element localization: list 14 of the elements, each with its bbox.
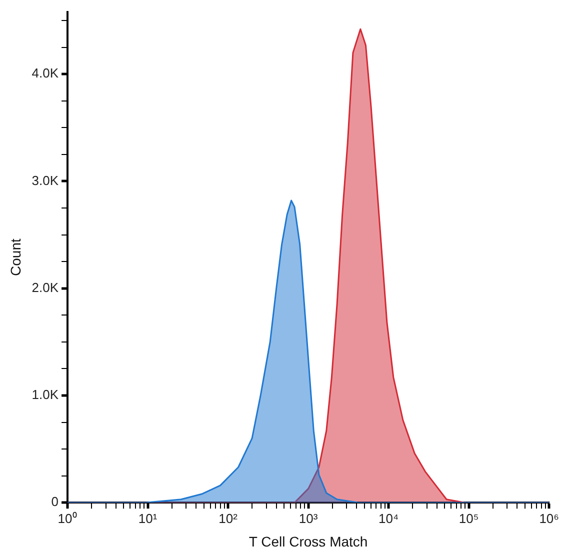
- x-tick-label: 10⁶: [539, 510, 559, 526]
- y-axis-title: Count: [7, 238, 24, 276]
- x-tick-label: 10³: [298, 510, 318, 526]
- x-tick-label: 10¹: [138, 510, 158, 526]
- y-tick-label: 1.0K: [32, 387, 59, 402]
- x-tick-label: 10⁰: [58, 510, 78, 526]
- x-tick-label: 10⁵: [458, 510, 479, 526]
- y-tick-label: 4.0K: [32, 66, 59, 81]
- y-tick-label: 0: [51, 494, 59, 510]
- x-axis-title: T Cell Cross Match: [248, 533, 368, 550]
- x-tick-label: 10²: [218, 510, 238, 526]
- x-tick-label: 10⁴: [378, 510, 399, 526]
- y-tick-label: 2.0K: [32, 280, 59, 295]
- y-tick-label: 3.0K: [32, 172, 59, 188]
